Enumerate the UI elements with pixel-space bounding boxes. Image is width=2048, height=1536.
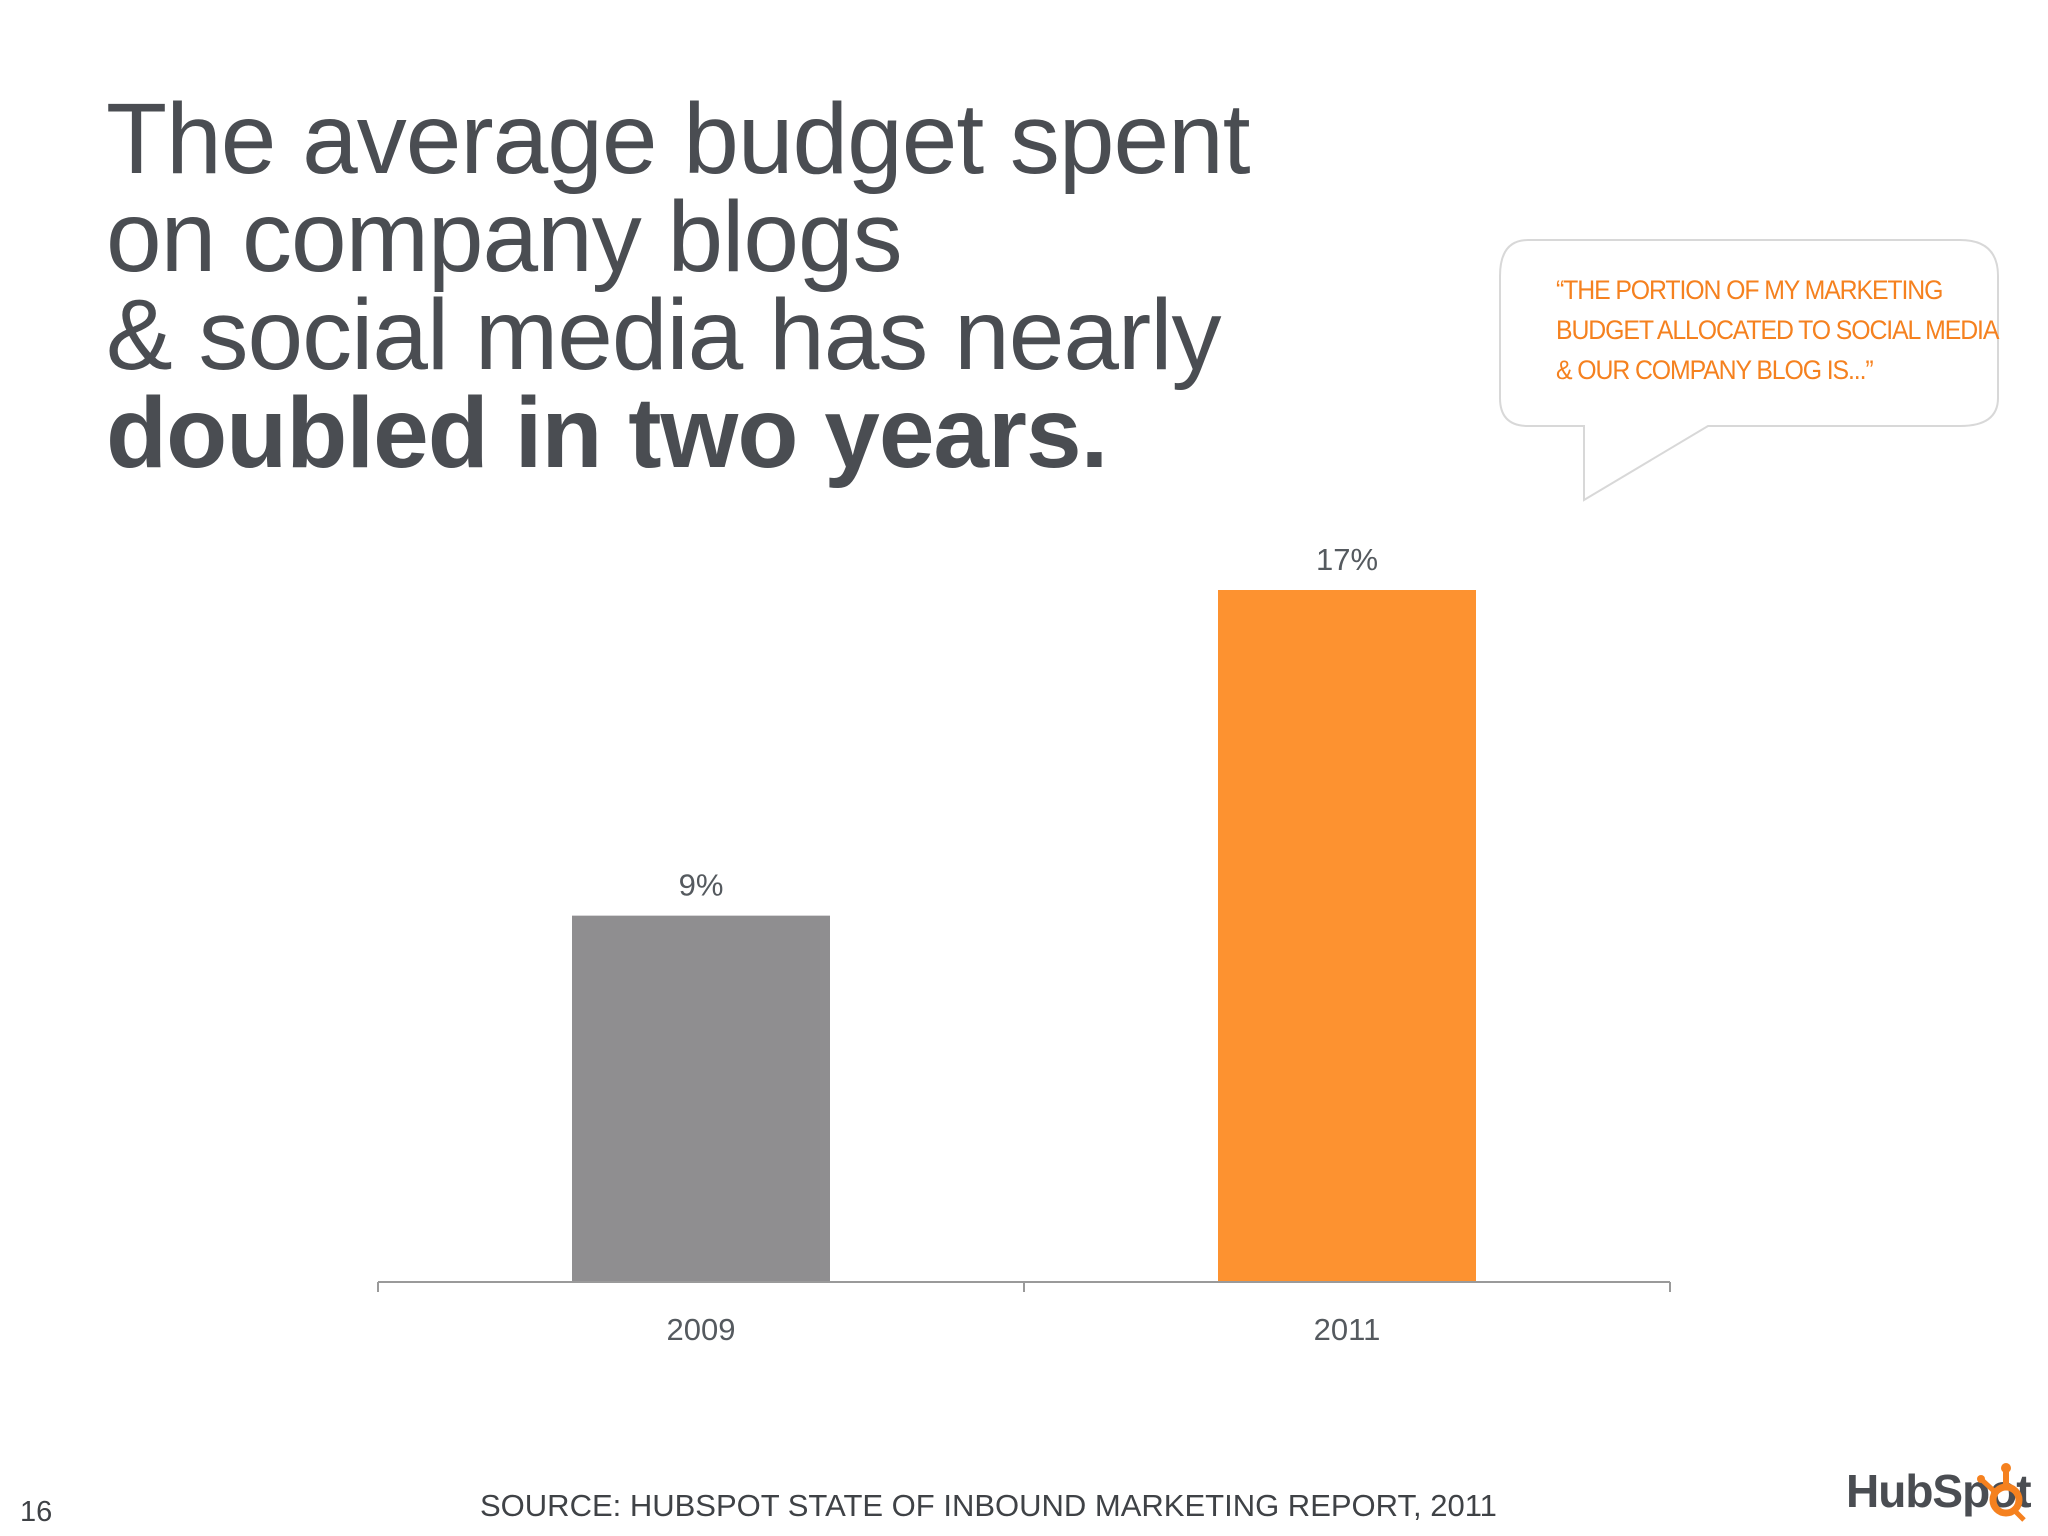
x-axis: 2009 2011 xyxy=(377,1281,1671,1347)
callout-line-1: “THE PORTION OF MY MARKETING xyxy=(1556,275,1943,305)
hubspot-sprocket-icon xyxy=(1977,1463,2026,1522)
page-number: 16 xyxy=(20,1496,53,1528)
headline-line-3: & social media has nearly xyxy=(106,279,1221,391)
x-tick-label-2011: 2011 xyxy=(1314,1312,1381,1347)
source-note: SOURCE: HUBSPOT STATE OF INBOUND MARKETI… xyxy=(480,1488,1497,1523)
headline-line-4-bold: doubled in two years. xyxy=(106,377,1108,489)
data-label-2009: 9% xyxy=(679,868,724,903)
data-label-2011: 17% xyxy=(1316,542,1378,577)
headline: The average budget spent on company blog… xyxy=(106,83,1366,489)
callout-quote: “THE PORTION OF MY MARKETING BUDGET ALLO… xyxy=(1556,270,1999,390)
hubspot-logo: HubSpot xyxy=(1846,1463,2036,1528)
speech-bubble-icon xyxy=(1499,239,1999,502)
callout-line-3: & OUR COMPANY BLOG IS...” xyxy=(1556,355,1874,385)
x-tick-label-2009: 2009 xyxy=(667,1312,736,1347)
bar-2009 xyxy=(572,915,830,1282)
bar-2011 xyxy=(1218,590,1476,1282)
headline-line-1: The average budget spent xyxy=(106,83,1251,195)
callout-line-2: BUDGET ALLOCATED TO SOCIAL MEDIA xyxy=(1556,315,1999,345)
bars-group: 9% 17% xyxy=(572,542,1476,1282)
headline-line-2: on company blogs xyxy=(106,181,903,293)
